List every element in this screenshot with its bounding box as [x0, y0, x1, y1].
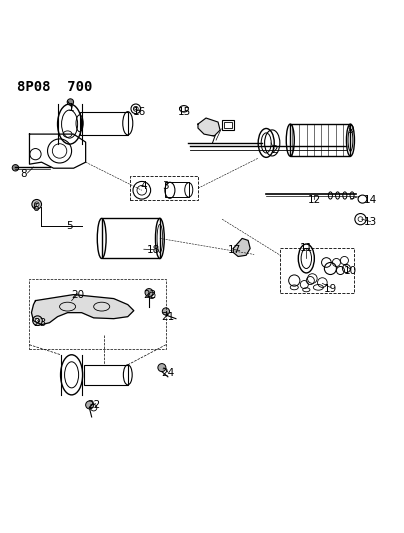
Text: 1: 1 [68, 103, 75, 113]
Text: 19: 19 [324, 284, 337, 294]
Text: 22: 22 [143, 289, 156, 300]
Bar [80, 111, 128, 135]
Text: 17: 17 [227, 246, 241, 255]
Bar [130, 176, 198, 200]
Bar [29, 279, 166, 349]
Circle shape [32, 199, 42, 209]
Bar [280, 248, 354, 293]
Circle shape [36, 319, 40, 322]
Circle shape [12, 165, 19, 171]
Text: 23: 23 [33, 318, 46, 328]
Bar [165, 182, 189, 198]
Text: 5: 5 [66, 221, 73, 231]
Bar [84, 365, 128, 385]
Text: 4: 4 [141, 181, 147, 191]
Circle shape [158, 364, 166, 372]
Circle shape [86, 401, 94, 409]
Text: 12: 12 [308, 195, 321, 205]
Text: 9: 9 [347, 125, 354, 135]
Text: 16: 16 [133, 107, 146, 117]
Text: 2: 2 [271, 145, 278, 155]
Text: 13: 13 [364, 217, 377, 228]
Text: 6: 6 [32, 203, 39, 213]
Bar [222, 120, 234, 130]
Text: 3: 3 [162, 181, 169, 191]
Text: 20: 20 [71, 289, 84, 300]
Text: 8: 8 [20, 169, 27, 179]
Text: 22: 22 [87, 400, 100, 410]
Bar [290, 124, 350, 156]
Circle shape [145, 288, 153, 296]
Text: 21: 21 [161, 312, 175, 321]
Circle shape [162, 308, 170, 315]
Text: 7: 7 [209, 135, 215, 145]
Text: 11: 11 [300, 244, 313, 254]
Text: 18: 18 [147, 246, 160, 255]
Circle shape [33, 316, 42, 326]
Polygon shape [198, 118, 220, 136]
Bar [102, 219, 160, 259]
Text: 24: 24 [161, 368, 175, 378]
Bar [224, 122, 232, 128]
Text: 10: 10 [344, 265, 357, 276]
Text: 8P08  700: 8P08 700 [17, 80, 93, 94]
Circle shape [67, 99, 74, 105]
Text: 15: 15 [177, 107, 191, 117]
Polygon shape [32, 295, 134, 325]
Text: 14: 14 [364, 195, 377, 205]
Polygon shape [233, 238, 250, 256]
